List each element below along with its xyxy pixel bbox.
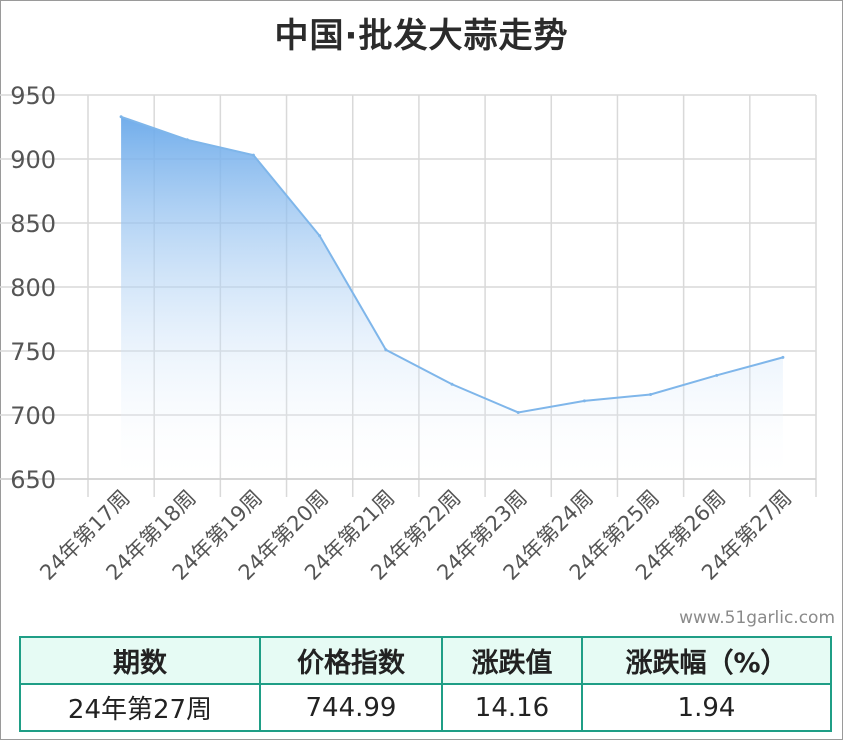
cell-period: 24年第27周: [19, 683, 261, 732]
series-area: [121, 116, 783, 479]
header-change-pct: 涨跌幅（%）: [581, 636, 832, 685]
y-tick-labels: 650 700 750 800 850 900 950: [10, 82, 56, 494]
y-tick-label: 700: [10, 402, 56, 430]
data-point: [119, 115, 123, 119]
data-point: [384, 348, 388, 352]
y-tick-label: 850: [10, 210, 56, 238]
data-point: [318, 234, 322, 238]
summary-data-row: 24年第27周 744.99 14.16 1.94: [19, 683, 832, 732]
y-tick-label: 750: [10, 338, 56, 366]
source-watermark: www.51garlic.com: [679, 608, 835, 628]
data-point: [251, 153, 255, 157]
cell-price-index: 744.99: [259, 683, 443, 732]
chart-title: 中国·批发大蒜走势: [274, 16, 569, 56]
header-period: 期数: [19, 636, 261, 685]
area-fill: [119, 115, 785, 479]
data-point: [516, 410, 520, 414]
cell-change-pct: 1.94: [581, 683, 832, 732]
data-point: [450, 382, 454, 386]
y-tick-label: 900: [10, 146, 56, 174]
data-point: [781, 355, 785, 359]
x-tick-labels: 24年第17周24年第18周24年第19周24年第20周24年第21周24年第2…: [35, 486, 796, 585]
header-price-index: 价格指数: [259, 636, 443, 685]
header-change: 涨跌值: [441, 636, 583, 685]
y-tick-label: 800: [10, 274, 56, 302]
data-point: [185, 138, 189, 142]
summary-table: 期数 价格指数 涨跌值 涨跌幅（%） 24年第27周 744.99 14.16 …: [19, 636, 832, 732]
cell-change: 14.16: [441, 683, 583, 732]
y-tick-label: 650: [10, 466, 56, 494]
summary-header-row: 期数 价格指数 涨跌值 涨跌幅（%）: [19, 636, 832, 685]
y-tick-label: 950: [10, 82, 56, 110]
data-point: [582, 399, 586, 403]
data-point: [649, 393, 653, 397]
data-point: [715, 373, 719, 377]
